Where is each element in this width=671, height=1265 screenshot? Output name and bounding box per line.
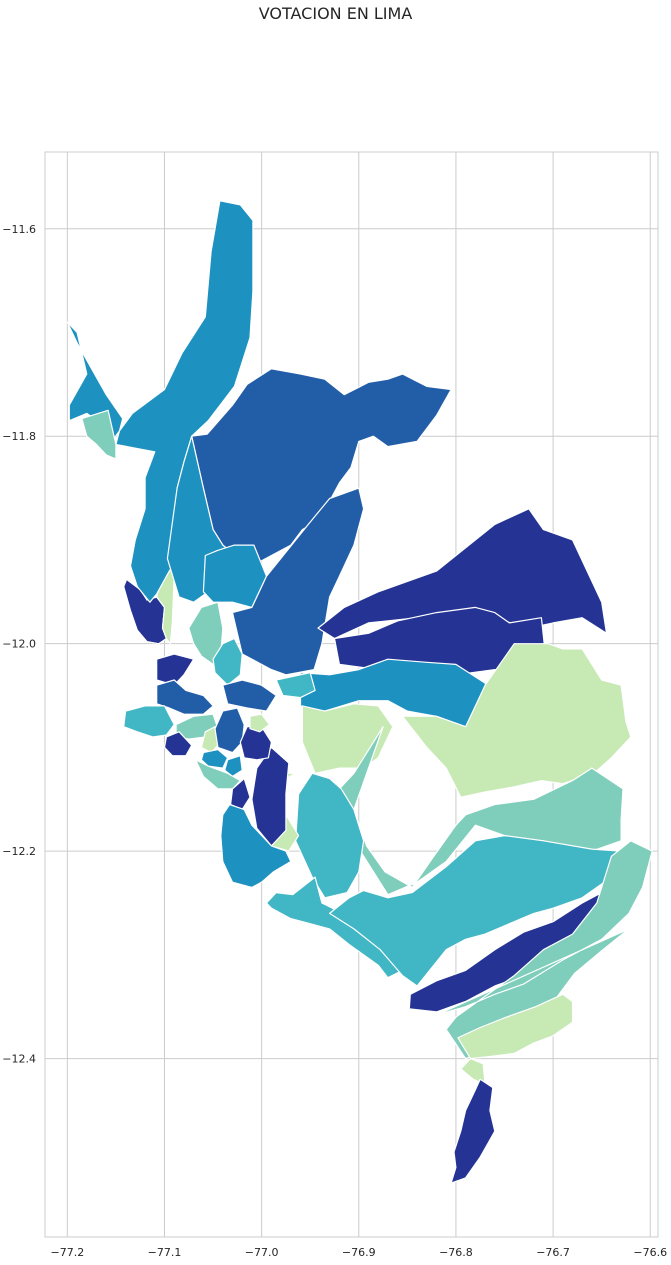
district-region [450, 1078, 496, 1184]
region-layer [66, 200, 653, 1184]
district-region [230, 777, 251, 811]
x-tick-label: −77.1 [148, 1246, 182, 1259]
x-tick-label: −76.9 [342, 1246, 376, 1259]
district-region [81, 409, 117, 460]
district-region [214, 707, 245, 754]
x-tick-label: −76.8 [439, 1246, 473, 1259]
district-region [275, 672, 316, 699]
district-region [220, 803, 292, 888]
y-tick-label: −11.6 [2, 223, 36, 236]
axes-frame [44, 151, 659, 1238]
tick-layer: −77.2 −77.1 −77.0 −76.9 −76.8 −76.7 −76.6 −11.6… [2, 223, 667, 1259]
x-tick-label: −77.2 [50, 1246, 84, 1259]
district-region [329, 835, 622, 987]
x-tick-label: −77.0 [245, 1246, 279, 1259]
chart-title: VOTACION EN LIMA [258, 4, 413, 23]
y-tick-label: −12.0 [2, 638, 36, 651]
district-region [212, 637, 243, 686]
district-region [200, 748, 229, 769]
district-region [156, 643, 204, 686]
district-region [329, 726, 624, 896]
district-region [239, 726, 272, 761]
district-region [123, 705, 175, 738]
district-region [222, 679, 277, 712]
district-region [249, 713, 270, 733]
district-region [295, 772, 365, 899]
district-region [224, 755, 243, 777]
y-tick-label: −12.2 [2, 845, 36, 858]
x-tick-label: −76.6 [633, 1246, 667, 1259]
district-region [231, 487, 365, 676]
district-region [188, 601, 224, 665]
x-tick-label: −76.7 [536, 1246, 570, 1259]
district-region [163, 731, 193, 757]
y-tick-label: −11.8 [2, 430, 36, 443]
district-region [457, 993, 574, 1060]
y-tick-label: −12.4 [2, 1053, 36, 1066]
